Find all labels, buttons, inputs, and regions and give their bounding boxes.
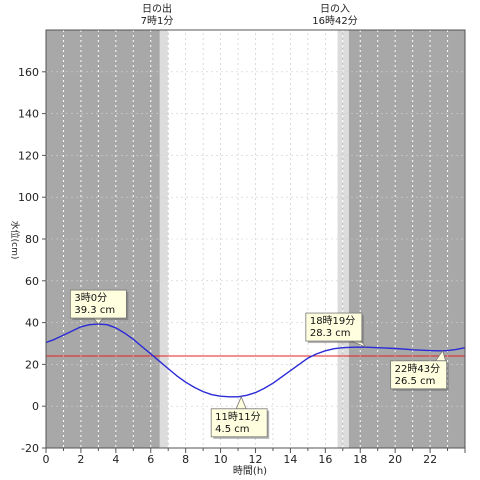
annotation-value: 26.5 cm [395,376,436,387]
y-tick-label: 160 [18,66,39,79]
annotation-time: 3時0分 [74,292,107,304]
annotation-value: 4.5 cm [215,424,249,435]
annotation-box [390,360,448,390]
x-axis-label: 時間(h) [233,465,267,477]
series-line-0 [45,323,466,398]
twilight-band-morning [159,30,169,448]
y-tick-label: 20 [25,358,39,371]
annotation-box [69,289,127,319]
x-tick-label: 6 [147,453,154,466]
y-tick-label: 60 [25,275,39,288]
y-tick-label: 100 [18,191,39,204]
x-tick-label: 18 [353,453,367,466]
y-tick-label: 0 [32,400,39,413]
annotation-time: 11時11分 [215,411,260,423]
y-tick-label: -20 [21,442,39,455]
annotation-box [305,312,363,342]
x-tick-label: 22 [423,453,437,466]
annotation-time: 18時19分 [310,315,355,327]
y-tick-label: 140 [18,108,39,121]
sun-labels: 日の出 7時1分 日の入 16時42分 [141,2,358,27]
sunrise-time: 7時1分 [141,15,174,27]
y-tick-label: 80 [25,233,39,246]
axes: -20 0 20 40 60 80 100 120 140 160 0 2 4 6 8 10 12 14 16 18 2… [18,29,466,466]
series-layer [45,323,466,398]
x-tick-label: 2 [77,453,84,466]
x-tick-label: 14 [283,453,297,466]
twilight-band-evening [337,30,349,448]
sunset-label: 日の入 [320,4,350,15]
x-tick-label: 8 [182,453,189,466]
sunrise-label: 日の出 [142,2,172,15]
x-tick-label: 16 [318,453,332,466]
annotation-value: 39.3 cm [74,305,115,316]
x-tick-label: 12 [249,453,263,466]
y-axis-label: 水位(cm) [9,221,21,260]
annotation-box [210,408,268,438]
y-tick-label: 40 [25,317,39,330]
sunset-time: 16時42分 [312,15,357,27]
annotation-time: 22時43分 [395,363,440,375]
x-tick-label: 10 [214,453,228,466]
x-tick-label: 0 [43,453,50,466]
annotation-value: 28.3 cm [310,328,351,339]
x-tick-label: 4 [112,453,119,466]
y-tick-label: 120 [18,149,39,162]
x-tick-label: 20 [388,453,402,466]
